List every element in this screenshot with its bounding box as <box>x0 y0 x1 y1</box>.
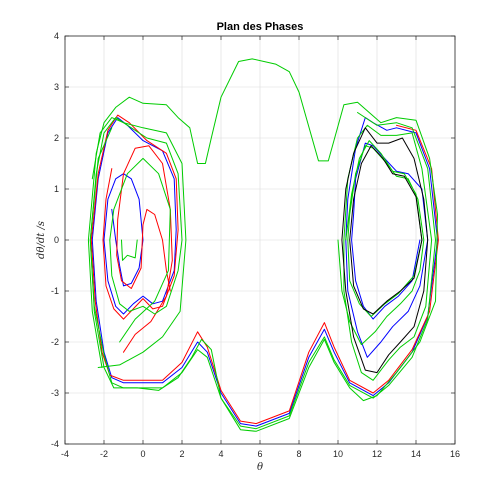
trajectory-green <box>121 239 138 261</box>
y-tick-label: -2 <box>51 337 59 347</box>
trajectory-red <box>116 145 173 353</box>
x-tick-label: 0 <box>140 449 145 459</box>
y-tick-label: 4 <box>54 31 59 41</box>
trajectory-green <box>87 58 438 432</box>
y-tick-label: -3 <box>51 388 59 398</box>
y-axis-label: dθ/dt /s <box>36 221 47 259</box>
y-tick-label: -4 <box>51 439 59 449</box>
trajectory-black <box>349 145 423 315</box>
x-tick-label: 14 <box>411 449 421 459</box>
x-tick-label: 10 <box>333 449 343 459</box>
y-tick-label: 2 <box>54 133 59 143</box>
x-tick-label: 2 <box>179 449 184 459</box>
x-tick-label: 12 <box>372 449 382 459</box>
x-axis-label: θ <box>257 462 263 473</box>
trajectory-green <box>91 117 187 368</box>
x-tick-label: 4 <box>218 449 223 459</box>
trajectory-green <box>343 124 433 381</box>
y-tick-label: 3 <box>54 82 59 92</box>
y-tick-label: 1 <box>54 184 59 194</box>
y-tick-label: 0 <box>54 235 59 245</box>
x-tick-label: -2 <box>100 449 108 459</box>
trajectory-green <box>337 140 425 346</box>
trajectory-blue <box>91 117 438 427</box>
y-tick-label: -1 <box>51 286 59 296</box>
x-tick-label: -4 <box>61 449 69 459</box>
series-layer <box>87 58 439 432</box>
x-tick-label: 6 <box>257 449 262 459</box>
chart-title: Plan des Phases <box>217 21 304 33</box>
x-tick-label: 8 <box>296 449 301 459</box>
trajectory-black <box>341 127 429 374</box>
x-tick-label: 16 <box>450 449 460 459</box>
